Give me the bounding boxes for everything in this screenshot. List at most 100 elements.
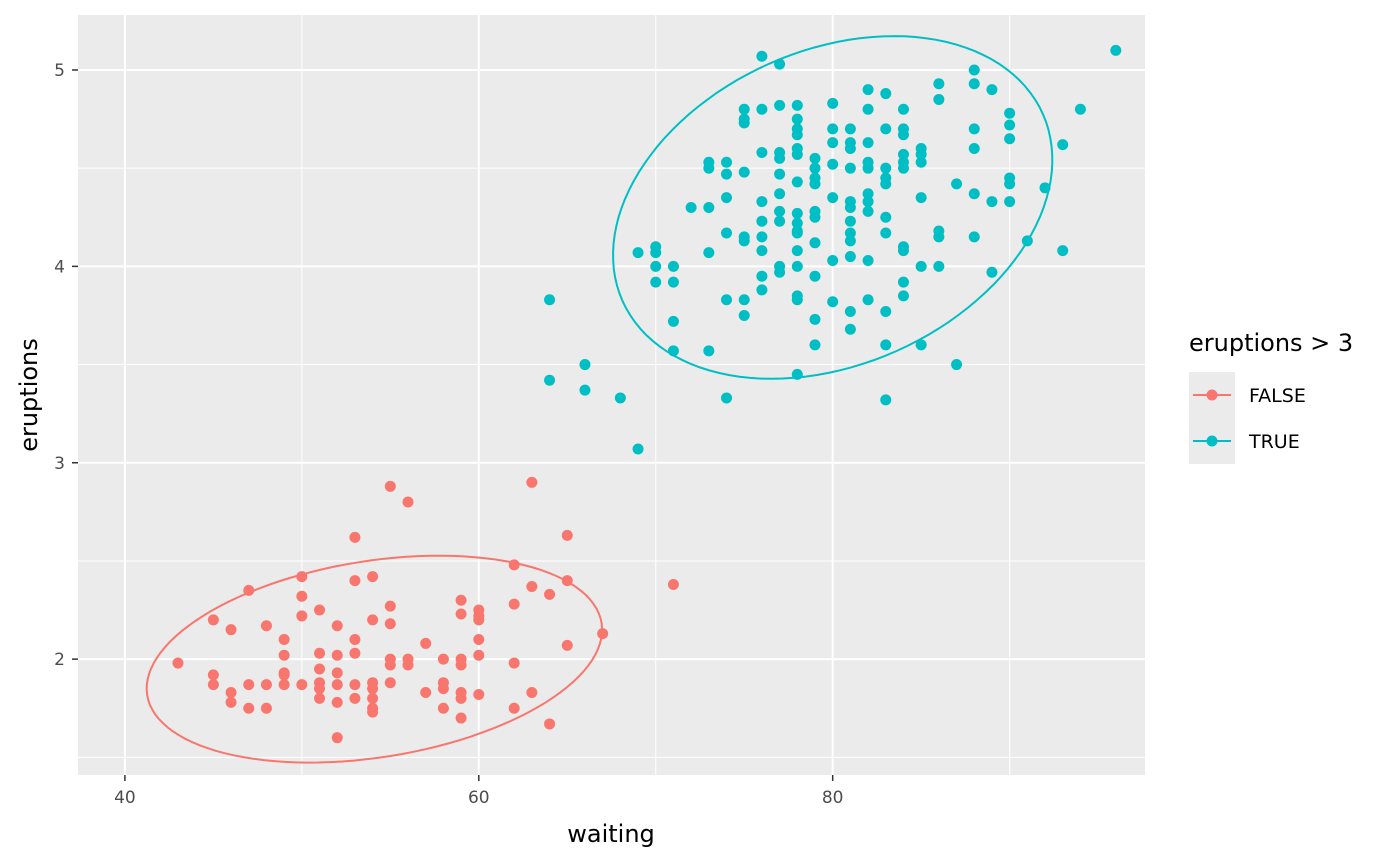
data-point-true <box>880 227 892 239</box>
data-point-true <box>809 178 821 190</box>
x-axis: 40 60 80 <box>114 775 844 808</box>
data-point-true <box>933 231 945 243</box>
data-point-true <box>774 168 786 180</box>
data-point-false <box>349 575 361 587</box>
data-point-true <box>915 339 927 351</box>
data-point-false <box>667 579 679 591</box>
data-point-true <box>1074 103 1086 115</box>
data-point-false <box>331 696 343 708</box>
y-tick-label: 2 <box>54 650 65 670</box>
y-tick-label: 5 <box>54 61 65 81</box>
data-point-false <box>526 580 538 592</box>
data-point-true <box>880 88 892 100</box>
data-point-true <box>632 443 644 455</box>
data-point-false <box>331 732 343 744</box>
data-point-true <box>844 162 856 174</box>
data-point-true <box>880 123 892 135</box>
data-point-true <box>933 78 945 90</box>
data-point-true <box>862 188 874 200</box>
legend: eruptions > 3 FALSE TRUE <box>1189 329 1353 464</box>
legend-key-false-dot <box>1206 389 1218 401</box>
data-point-true <box>862 84 874 96</box>
data-point-true <box>774 205 786 217</box>
data-point-false <box>243 584 255 596</box>
legend-title: eruptions > 3 <box>1189 329 1353 357</box>
data-point-true <box>721 168 733 180</box>
data-point-true <box>650 247 662 259</box>
data-point-true <box>968 231 980 243</box>
data-point-false <box>296 571 308 583</box>
data-point-false <box>526 687 538 699</box>
data-point-false <box>243 679 255 691</box>
data-point-true <box>721 227 733 239</box>
data-point-false <box>420 687 432 699</box>
data-point-true <box>827 137 839 149</box>
data-point-true <box>968 123 980 135</box>
data-point-true <box>774 188 786 200</box>
data-point-true <box>880 394 892 406</box>
data-point-false <box>508 702 520 714</box>
data-point-true <box>844 235 856 247</box>
data-point-true <box>880 306 892 318</box>
points-layer <box>172 44 1122 744</box>
legend-key-true-dot <box>1206 435 1218 447</box>
data-point-false <box>402 659 414 671</box>
y-axis-title: eruptions <box>15 338 43 452</box>
data-point-true <box>968 188 980 200</box>
data-point-false <box>331 620 343 632</box>
data-point-true <box>1004 133 1016 145</box>
data-point-true <box>844 306 856 318</box>
data-point-true <box>862 254 874 266</box>
data-point-false <box>473 633 485 645</box>
data-point-true <box>986 84 998 96</box>
data-point-true <box>579 359 591 371</box>
data-point-false <box>561 575 573 587</box>
data-point-false <box>278 669 290 681</box>
data-point-false <box>349 647 361 659</box>
data-point-true <box>756 215 768 227</box>
data-point-false <box>455 608 467 620</box>
data-point-true <box>738 309 750 321</box>
data-point-true <box>756 196 768 208</box>
data-point-true <box>968 78 980 90</box>
data-point-true <box>791 148 803 160</box>
data-point-true <box>650 260 662 272</box>
data-point-false <box>314 647 326 659</box>
data-point-true <box>844 227 856 239</box>
data-point-false <box>384 618 396 630</box>
data-point-false <box>225 696 237 708</box>
data-point-true <box>756 284 768 296</box>
data-point-true <box>756 50 768 62</box>
data-point-true <box>1039 182 1051 194</box>
data-point-true <box>791 176 803 188</box>
data-point-true <box>632 247 644 259</box>
data-point-false <box>349 692 361 704</box>
data-point-true <box>862 294 874 306</box>
data-point-true <box>756 270 768 282</box>
data-point-false <box>384 480 396 492</box>
data-point-false <box>508 598 520 610</box>
data-point-false <box>349 679 361 691</box>
data-point-true <box>986 266 998 278</box>
legend-label-false: FALSE <box>1249 385 1306 407</box>
data-point-true <box>844 323 856 335</box>
plot-panel <box>78 15 1145 775</box>
data-point-true <box>1004 178 1016 190</box>
data-point-true <box>809 152 821 164</box>
data-point-true <box>827 97 839 109</box>
data-point-true <box>915 260 927 272</box>
data-point-true <box>738 166 750 178</box>
data-point-true <box>703 162 715 174</box>
data-point-false <box>508 559 520 571</box>
data-point-true <box>738 117 750 129</box>
data-point-false <box>314 663 326 675</box>
data-point-false <box>508 657 520 669</box>
data-point-true <box>650 276 662 288</box>
data-point-true <box>880 339 892 351</box>
data-point-true <box>862 196 874 208</box>
data-point-true <box>827 123 839 135</box>
data-point-false <box>597 628 609 640</box>
data-point-false <box>296 679 308 691</box>
data-point-false <box>544 718 556 730</box>
